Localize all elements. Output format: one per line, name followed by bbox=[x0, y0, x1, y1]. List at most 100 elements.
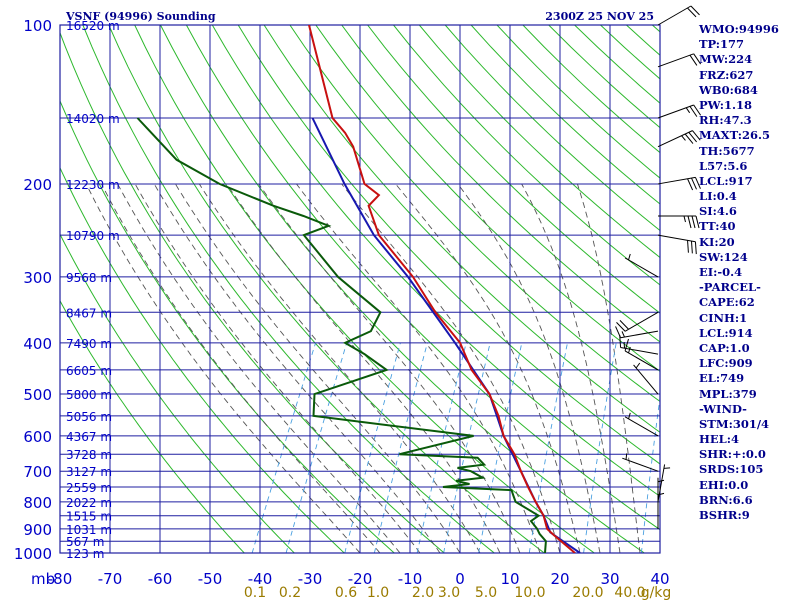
moist-adiabat bbox=[175, 183, 461, 553]
wind-barb-half bbox=[635, 362, 641, 369]
index-line: SHR:+:0.0 bbox=[699, 447, 766, 462]
moist-adiabat bbox=[521, 183, 621, 553]
moist-adiabat bbox=[296, 183, 541, 553]
wind-barbs bbox=[615, 5, 702, 529]
dry-adiabat bbox=[60, 31, 445, 553]
mixing-ratio-line bbox=[251, 342, 317, 553]
plot-frame bbox=[59, 24, 661, 554]
pressure-label: 400 bbox=[23, 335, 52, 353]
wind-barb-half bbox=[683, 215, 686, 223]
wind-barb bbox=[658, 215, 700, 229]
height-label: 12230 m bbox=[66, 178, 120, 192]
temperature-tick-label: -80 bbox=[48, 570, 73, 588]
mixing-ratio-label: 40.0 bbox=[614, 585, 645, 600]
wind-barb-full bbox=[693, 53, 702, 65]
temperature-tick-label: -70 bbox=[98, 570, 123, 588]
wind-barb-half bbox=[685, 107, 691, 114]
wind-barb-staff bbox=[624, 311, 659, 332]
mixing-ratio-line bbox=[528, 342, 568, 553]
wind-barb-half bbox=[625, 453, 628, 460]
index-line: LFC:909 bbox=[699, 356, 753, 371]
wind-barb bbox=[657, 464, 671, 502]
wind-barb-staff bbox=[624, 257, 659, 278]
pressure-label: 200 bbox=[23, 176, 52, 194]
indices-panel: WMO:94996 TP:177 MW:224 FRZ:627 WB0:684 PW:1.… bbox=[699, 22, 799, 523]
index-line: HEL:4 bbox=[699, 432, 739, 447]
index-line: TP:177 bbox=[699, 37, 745, 52]
wind-barb-full bbox=[690, 240, 693, 254]
wind-barb bbox=[657, 176, 701, 191]
mixing-ratio-label: 10.0 bbox=[514, 585, 545, 600]
sounding-profiles bbox=[136, 25, 581, 553]
mixing-ratio-line bbox=[443, 342, 491, 553]
moist-adiabat bbox=[457, 183, 601, 553]
height-label: 3127 m bbox=[66, 465, 112, 479]
wind-barb-full bbox=[694, 177, 701, 189]
pressure-label: 700 bbox=[23, 463, 52, 481]
wind-barb-full bbox=[691, 215, 696, 229]
temperature-tick-label: 20 bbox=[550, 570, 569, 588]
temperature-tick-label: -10 bbox=[398, 570, 423, 588]
wind-barb bbox=[657, 5, 700, 26]
temperature-tick-label: -40 bbox=[248, 570, 273, 588]
moist-adiabat bbox=[576, 183, 641, 553]
temperature-tick-label: 10 bbox=[500, 570, 519, 588]
wind-barb-half bbox=[657, 479, 665, 483]
index-line: MPL:379 bbox=[699, 386, 757, 401]
mixing-ratio-line bbox=[285, 342, 348, 553]
height-label: 7490 m bbox=[66, 337, 112, 351]
moist-adiabat bbox=[153, 183, 441, 553]
background-lines bbox=[60, 25, 660, 553]
moist-adiabat bbox=[85, 183, 361, 553]
index-line: CINH:1 bbox=[699, 310, 748, 325]
wind-barb-full bbox=[689, 106, 698, 117]
wind-barb-full bbox=[684, 133, 694, 144]
mixing-ratio-line bbox=[478, 342, 523, 553]
wind-barb-half bbox=[681, 135, 686, 141]
height-label: 14020 m bbox=[66, 112, 120, 126]
index-line: WB0:684 bbox=[699, 82, 758, 97]
dry-adiabat bbox=[134, 25, 595, 553]
wind-barb-full bbox=[689, 54, 698, 66]
wind-barb-full bbox=[691, 177, 697, 190]
dry-adiabat bbox=[60, 166, 345, 553]
wind-barb-full bbox=[692, 130, 701, 141]
wind-barb bbox=[624, 253, 659, 278]
height-label: 1515 m bbox=[66, 510, 112, 524]
temperature-tick-label: 0 bbox=[455, 570, 465, 588]
index-line: CAP:1.0 bbox=[699, 340, 750, 355]
height-label: 567 m bbox=[66, 535, 104, 549]
mixing-ratio-line bbox=[373, 342, 428, 553]
index-line: MAXT:26.5 bbox=[699, 128, 770, 143]
wind-barb-staff bbox=[657, 176, 696, 185]
wind-barb-staff bbox=[633, 364, 659, 395]
wind-barb-staff bbox=[657, 130, 693, 148]
wind-barb-staff bbox=[620, 346, 659, 355]
index-line: EI:-0.4 bbox=[699, 265, 743, 279]
mixing-ratio-label: 3.0 bbox=[438, 585, 460, 600]
wind-barb-half bbox=[628, 346, 631, 354]
wind-barb-full bbox=[690, 5, 700, 16]
index-line: WMO:94996 bbox=[699, 22, 779, 36]
wind-barb-staff bbox=[624, 350, 659, 371]
wind-barb-half bbox=[621, 331, 625, 338]
station-title: VSNF (94996) Sounding bbox=[65, 10, 216, 23]
wind-barb-staff bbox=[657, 464, 666, 502]
index-line: EHI:0.0 bbox=[699, 477, 749, 492]
wind-barb bbox=[633, 362, 659, 395]
height-label: 3728 m bbox=[66, 448, 112, 462]
pressure-label: 1000 bbox=[14, 545, 52, 563]
height-label: 1031 m bbox=[66, 523, 112, 537]
dry-adiabat bbox=[108, 25, 545, 553]
index-line: SI:4.6 bbox=[699, 204, 737, 219]
dry-adiabat bbox=[211, 25, 660, 497]
wind-barb-full bbox=[616, 322, 626, 332]
index-line: MW:224 bbox=[699, 52, 753, 67]
index-line: -WIND- bbox=[699, 401, 747, 416]
wind-barb bbox=[624, 412, 659, 437]
wind-barb-half bbox=[628, 253, 631, 261]
mixing-ratio-label: 1.0 bbox=[367, 585, 389, 600]
index-line: PW:1.18 bbox=[699, 97, 753, 112]
index-line: EL:749 bbox=[699, 371, 745, 386]
temperature-tick-label: -20 bbox=[348, 570, 373, 588]
